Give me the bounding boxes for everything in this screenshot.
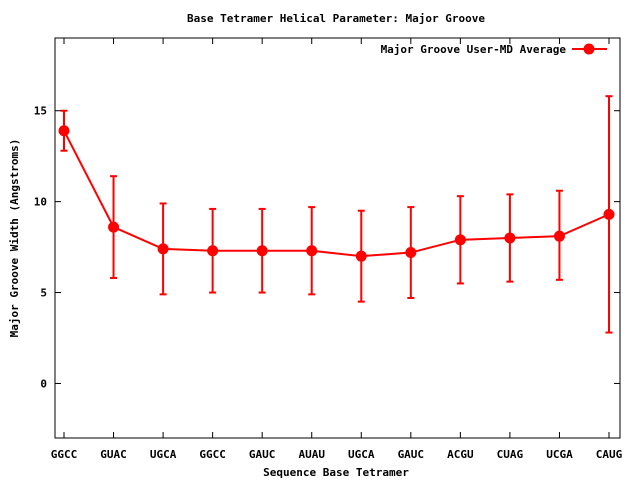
data-point (256, 245, 268, 257)
x-tick-label: CUAG (497, 448, 524, 461)
y-tick-label: 5 (40, 287, 47, 300)
series-layer (58, 95, 615, 334)
data-point (553, 230, 565, 242)
series-line (63, 130, 610, 258)
data-point (306, 245, 318, 257)
y-axis-label: Major Groove Width (Angstroms) (8, 139, 21, 338)
chart-title: Base Tetramer Helical Parameter: Major G… (187, 12, 485, 25)
data-point (504, 232, 516, 244)
x-tick-label: CAUG (596, 448, 623, 461)
legend-label: Major Groove User-MD Average (381, 43, 567, 56)
data-point (405, 247, 417, 259)
y-tick-label: 15 (34, 105, 47, 118)
plot-frame (54, 37, 621, 439)
x-tick-label: AUAU (298, 448, 325, 461)
data-point (207, 245, 219, 257)
x-tick-label: UGCA (348, 448, 375, 461)
axis-ticks: 0 5 10 15 GGCC GUAC UGCA GGCC GAUC AUAU UGCA GAUC AC… (34, 38, 623, 461)
x-tick-label: GAUC (398, 448, 425, 461)
data-point (355, 250, 367, 262)
legend: Major Groove User-MD Average (381, 43, 607, 56)
legend-marker (583, 43, 595, 55)
y-tick-label: 10 (34, 196, 47, 209)
x-tick-label: GGCC (51, 448, 78, 461)
y-tick-label: 0 (40, 377, 47, 390)
x-axis-label: Sequence Base Tetramer (263, 466, 409, 479)
data-point (108, 221, 120, 233)
x-tick-label: GGCC (199, 448, 226, 461)
data-point (58, 125, 70, 137)
x-tick-label: GAUC (249, 448, 276, 461)
x-tick-label: UGCA (150, 448, 177, 461)
x-tick-label: UCGA (546, 448, 573, 461)
data-point (454, 234, 466, 246)
data-point (157, 243, 169, 255)
x-tick-label: ACGU (447, 448, 474, 461)
data-point (603, 208, 615, 220)
x-tick-label: GUAC (100, 448, 127, 461)
